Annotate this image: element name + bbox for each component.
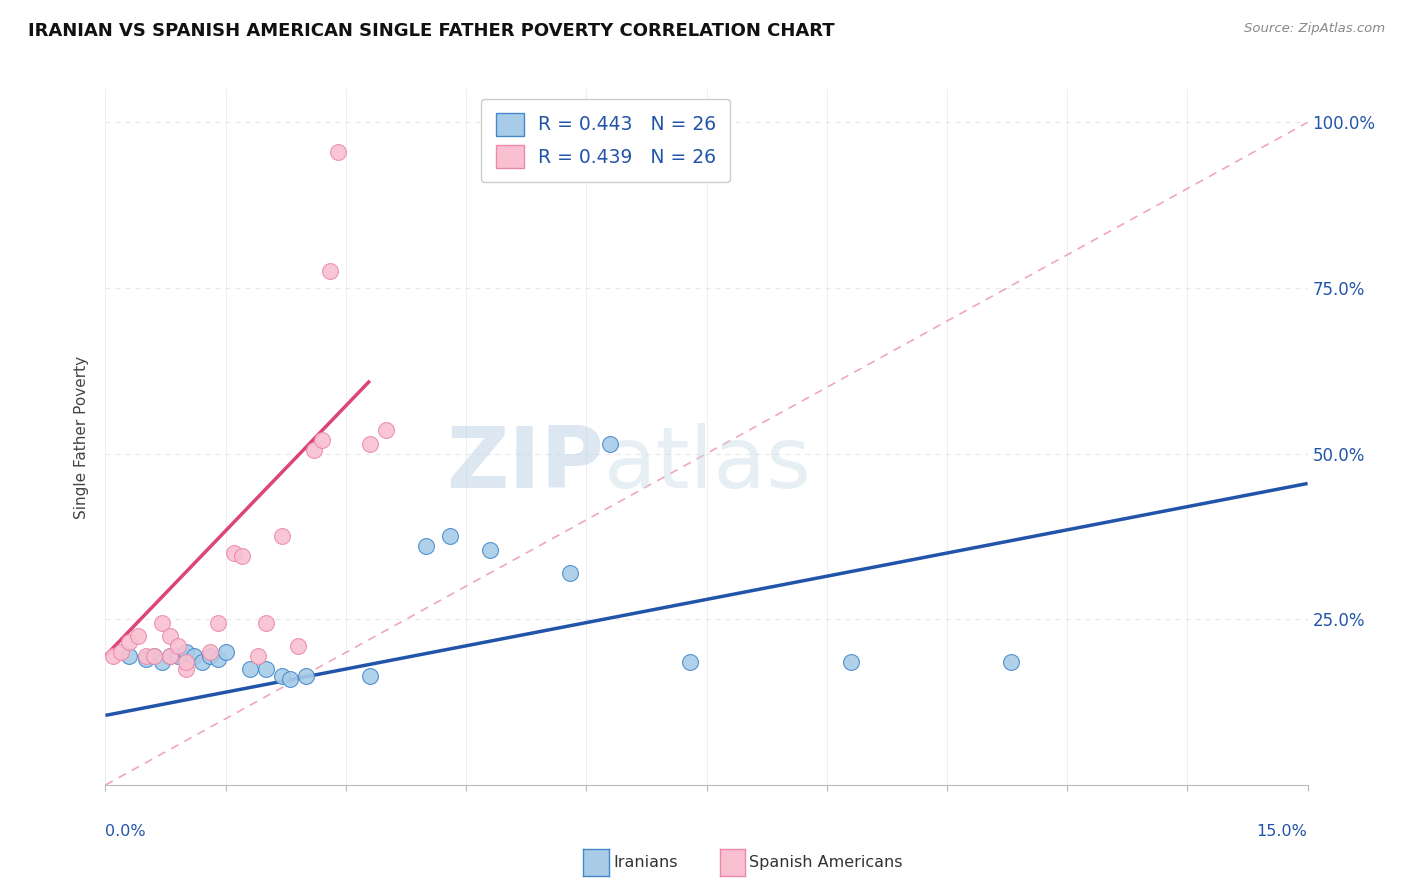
Point <box>103 648 125 663</box>
Point <box>374 424 398 438</box>
Text: Iranians: Iranians <box>613 855 678 870</box>
Point <box>150 656 173 670</box>
Point <box>222 546 245 560</box>
Point <box>190 656 212 670</box>
Point <box>174 656 197 670</box>
Point <box>118 648 141 663</box>
Point <box>174 662 197 676</box>
Point <box>1000 656 1022 670</box>
Point <box>560 566 582 580</box>
Text: 0.0%: 0.0% <box>105 824 146 838</box>
Point <box>479 542 502 557</box>
Point <box>166 648 188 663</box>
Text: 15.0%: 15.0% <box>1257 824 1308 838</box>
Point <box>198 648 221 663</box>
Point <box>142 648 165 663</box>
Point <box>311 434 333 448</box>
Point <box>359 436 381 450</box>
Point <box>159 629 181 643</box>
Legend: R = 0.443   N = 26, R = 0.439   N = 26: R = 0.443 N = 26, R = 0.439 N = 26 <box>481 99 730 182</box>
Point <box>439 529 461 543</box>
Point <box>599 436 621 450</box>
Point <box>159 648 181 663</box>
Text: atlas: atlas <box>605 424 813 507</box>
Point <box>326 145 349 160</box>
Point <box>198 645 221 659</box>
Point <box>839 656 862 670</box>
Point <box>278 672 301 686</box>
Point <box>270 668 292 682</box>
Point <box>287 639 309 653</box>
Point <box>231 549 253 564</box>
Point <box>135 648 157 663</box>
Point <box>270 529 292 543</box>
Point <box>183 648 205 663</box>
Text: IRANIAN VS SPANISH AMERICAN SINGLE FATHER POVERTY CORRELATION CHART: IRANIAN VS SPANISH AMERICAN SINGLE FATHE… <box>28 22 835 40</box>
Point <box>174 645 197 659</box>
Point <box>359 668 381 682</box>
Point <box>207 652 229 666</box>
Point <box>254 615 277 630</box>
Point <box>415 540 437 554</box>
Point <box>679 656 702 670</box>
Point <box>127 629 149 643</box>
Point <box>118 635 141 649</box>
Text: ZIP: ZIP <box>447 424 605 507</box>
Point <box>166 639 188 653</box>
Point <box>159 648 181 663</box>
Point <box>110 645 132 659</box>
Point <box>207 615 229 630</box>
Point <box>239 662 262 676</box>
Point <box>302 443 325 458</box>
Point <box>319 264 342 278</box>
Point <box>142 648 165 663</box>
Point <box>295 668 318 682</box>
Text: Source: ZipAtlas.com: Source: ZipAtlas.com <box>1244 22 1385 36</box>
Y-axis label: Single Father Poverty: Single Father Poverty <box>75 356 90 518</box>
Point <box>135 652 157 666</box>
Text: Spanish Americans: Spanish Americans <box>749 855 903 870</box>
Point <box>254 662 277 676</box>
Point <box>150 615 173 630</box>
Point <box>214 645 236 659</box>
Point <box>246 648 269 663</box>
